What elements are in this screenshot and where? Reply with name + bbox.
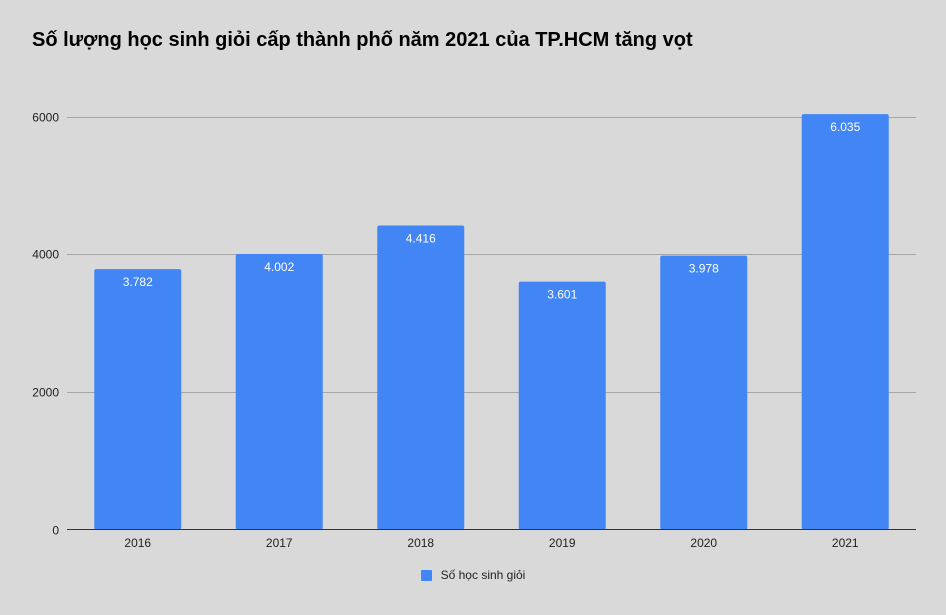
legend-swatch — [420, 569, 432, 581]
x-tick-label-2019: 2019 — [549, 536, 576, 550]
legend-label: Số học sinh giỏi — [440, 568, 526, 582]
chart-title: Số lượng học sinh giỏi cấp thành phố năm… — [32, 29, 693, 51]
legend: Số học sinh giỏi — [0, 568, 946, 582]
x-tick-label-2017: 2017 — [266, 536, 293, 550]
bar-2017 — [235, 254, 323, 530]
y-tick-label-4000: 4000 — [32, 248, 59, 262]
x-tick-label-2020: 2020 — [690, 536, 717, 550]
data-label-2017: 4.002 — [264, 260, 294, 274]
bar-2020 — [660, 255, 748, 530]
x-tick-label-2021: 2021 — [832, 536, 859, 550]
data-label-2018: 4.416 — [406, 232, 436, 246]
data-label-2016: 3.782 — [123, 275, 153, 289]
bar-2021 — [801, 114, 889, 530]
data-label-2021: 6.035 — [830, 120, 860, 134]
x-tick-label-2016: 2016 — [124, 536, 151, 550]
data-label-2019: 3.601 — [547, 288, 577, 302]
x-tick-label-2018: 2018 — [407, 536, 434, 550]
bar-2018 — [377, 225, 465, 530]
bar-2019 — [518, 281, 606, 530]
y-tick-label-2000: 2000 — [32, 386, 59, 400]
y-tick-label-0: 0 — [52, 524, 59, 538]
data-label-2020: 3.978 — [689, 262, 719, 276]
bar-2016 — [94, 269, 182, 530]
y-tick-label-6000: 6000 — [32, 111, 59, 125]
